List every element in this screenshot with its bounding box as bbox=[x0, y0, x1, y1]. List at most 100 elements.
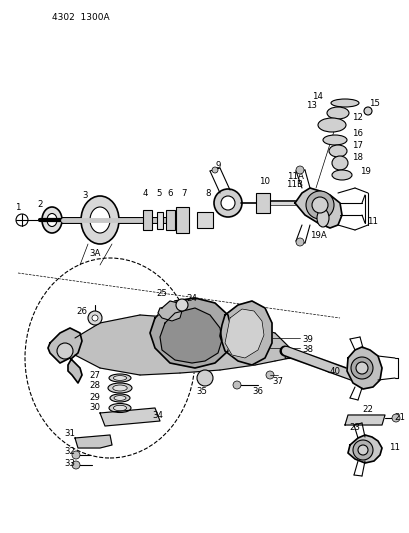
Ellipse shape bbox=[114, 395, 126, 400]
Ellipse shape bbox=[109, 403, 131, 413]
Text: 11: 11 bbox=[389, 443, 400, 453]
Text: 14: 14 bbox=[312, 92, 323, 101]
Polygon shape bbox=[75, 435, 112, 448]
Circle shape bbox=[350, 357, 372, 379]
Text: 13: 13 bbox=[306, 101, 317, 109]
Text: 27: 27 bbox=[89, 370, 100, 379]
Text: 7: 7 bbox=[181, 189, 186, 198]
Polygon shape bbox=[160, 308, 221, 363]
Text: 34: 34 bbox=[152, 411, 163, 421]
Circle shape bbox=[295, 166, 303, 174]
Circle shape bbox=[196, 370, 213, 386]
Ellipse shape bbox=[330, 99, 358, 107]
Polygon shape bbox=[294, 188, 341, 228]
Text: 10: 10 bbox=[259, 176, 270, 185]
Ellipse shape bbox=[108, 383, 132, 393]
Circle shape bbox=[265, 371, 273, 379]
Text: 8: 8 bbox=[205, 189, 210, 198]
Circle shape bbox=[295, 238, 303, 246]
Text: 19: 19 bbox=[359, 166, 370, 175]
Text: 4302  1300A: 4302 1300A bbox=[52, 13, 109, 22]
Text: 18: 18 bbox=[352, 152, 363, 161]
Text: 39: 39 bbox=[302, 335, 312, 343]
Text: 23: 23 bbox=[348, 424, 360, 432]
Text: 1: 1 bbox=[15, 203, 21, 212]
Text: 4: 4 bbox=[142, 189, 147, 198]
Ellipse shape bbox=[326, 107, 348, 119]
Text: 36: 36 bbox=[252, 386, 263, 395]
Circle shape bbox=[220, 196, 234, 210]
Text: 19A: 19A bbox=[309, 230, 326, 239]
Circle shape bbox=[311, 197, 327, 213]
Text: 16: 16 bbox=[352, 128, 363, 138]
Circle shape bbox=[211, 167, 218, 173]
Polygon shape bbox=[100, 408, 160, 426]
Circle shape bbox=[352, 440, 372, 460]
Polygon shape bbox=[75, 315, 289, 375]
Text: 25: 25 bbox=[156, 288, 167, 297]
Polygon shape bbox=[225, 309, 263, 358]
Ellipse shape bbox=[42, 207, 62, 233]
Ellipse shape bbox=[47, 214, 57, 227]
Polygon shape bbox=[157, 301, 182, 321]
Ellipse shape bbox=[113, 405, 126, 411]
Ellipse shape bbox=[363, 107, 371, 115]
FancyBboxPatch shape bbox=[196, 212, 213, 228]
Circle shape bbox=[213, 189, 241, 217]
Text: 9: 9 bbox=[215, 160, 220, 169]
FancyBboxPatch shape bbox=[166, 210, 175, 230]
Circle shape bbox=[175, 299, 188, 311]
Circle shape bbox=[305, 191, 333, 219]
Circle shape bbox=[57, 343, 73, 359]
Polygon shape bbox=[344, 415, 384, 425]
Polygon shape bbox=[346, 347, 381, 389]
Text: 38: 38 bbox=[302, 345, 313, 354]
Polygon shape bbox=[347, 435, 381, 463]
Text: 21: 21 bbox=[393, 414, 405, 423]
Circle shape bbox=[88, 311, 102, 325]
Text: 2: 2 bbox=[37, 199, 43, 208]
Text: 3A: 3A bbox=[89, 248, 101, 257]
Text: 28: 28 bbox=[89, 381, 100, 390]
Text: 24: 24 bbox=[186, 294, 197, 303]
Circle shape bbox=[357, 445, 367, 455]
Text: 11: 11 bbox=[366, 216, 378, 225]
Text: 22: 22 bbox=[362, 406, 373, 415]
Text: 12: 12 bbox=[352, 112, 363, 122]
Ellipse shape bbox=[317, 118, 345, 132]
Ellipse shape bbox=[316, 209, 328, 227]
Text: 6: 6 bbox=[167, 189, 172, 198]
Circle shape bbox=[355, 362, 367, 374]
Ellipse shape bbox=[90, 207, 110, 233]
Circle shape bbox=[232, 381, 240, 389]
Polygon shape bbox=[150, 298, 231, 368]
Ellipse shape bbox=[110, 394, 130, 402]
Text: 11A: 11A bbox=[286, 172, 303, 181]
Text: 3: 3 bbox=[82, 190, 88, 199]
Text: 11B: 11B bbox=[286, 180, 303, 189]
Text: 5: 5 bbox=[156, 189, 162, 198]
FancyBboxPatch shape bbox=[157, 212, 163, 229]
Text: 37: 37 bbox=[272, 376, 283, 385]
Ellipse shape bbox=[109, 374, 131, 382]
Text: 40: 40 bbox=[329, 367, 339, 376]
FancyBboxPatch shape bbox=[143, 210, 152, 230]
FancyBboxPatch shape bbox=[255, 193, 270, 213]
Polygon shape bbox=[220, 301, 271, 365]
Text: 33: 33 bbox=[64, 458, 75, 467]
Ellipse shape bbox=[112, 385, 127, 391]
Ellipse shape bbox=[331, 156, 347, 170]
Text: 35: 35 bbox=[196, 386, 207, 395]
Ellipse shape bbox=[322, 135, 346, 145]
FancyBboxPatch shape bbox=[176, 207, 189, 233]
Text: 30: 30 bbox=[89, 402, 100, 411]
Ellipse shape bbox=[328, 145, 346, 157]
Text: 15: 15 bbox=[369, 99, 380, 108]
Text: 31: 31 bbox=[64, 429, 75, 438]
Ellipse shape bbox=[331, 170, 351, 180]
Text: 29: 29 bbox=[89, 392, 100, 401]
Text: 26: 26 bbox=[76, 306, 87, 316]
Circle shape bbox=[72, 451, 80, 459]
Circle shape bbox=[92, 315, 98, 321]
Ellipse shape bbox=[81, 196, 119, 244]
